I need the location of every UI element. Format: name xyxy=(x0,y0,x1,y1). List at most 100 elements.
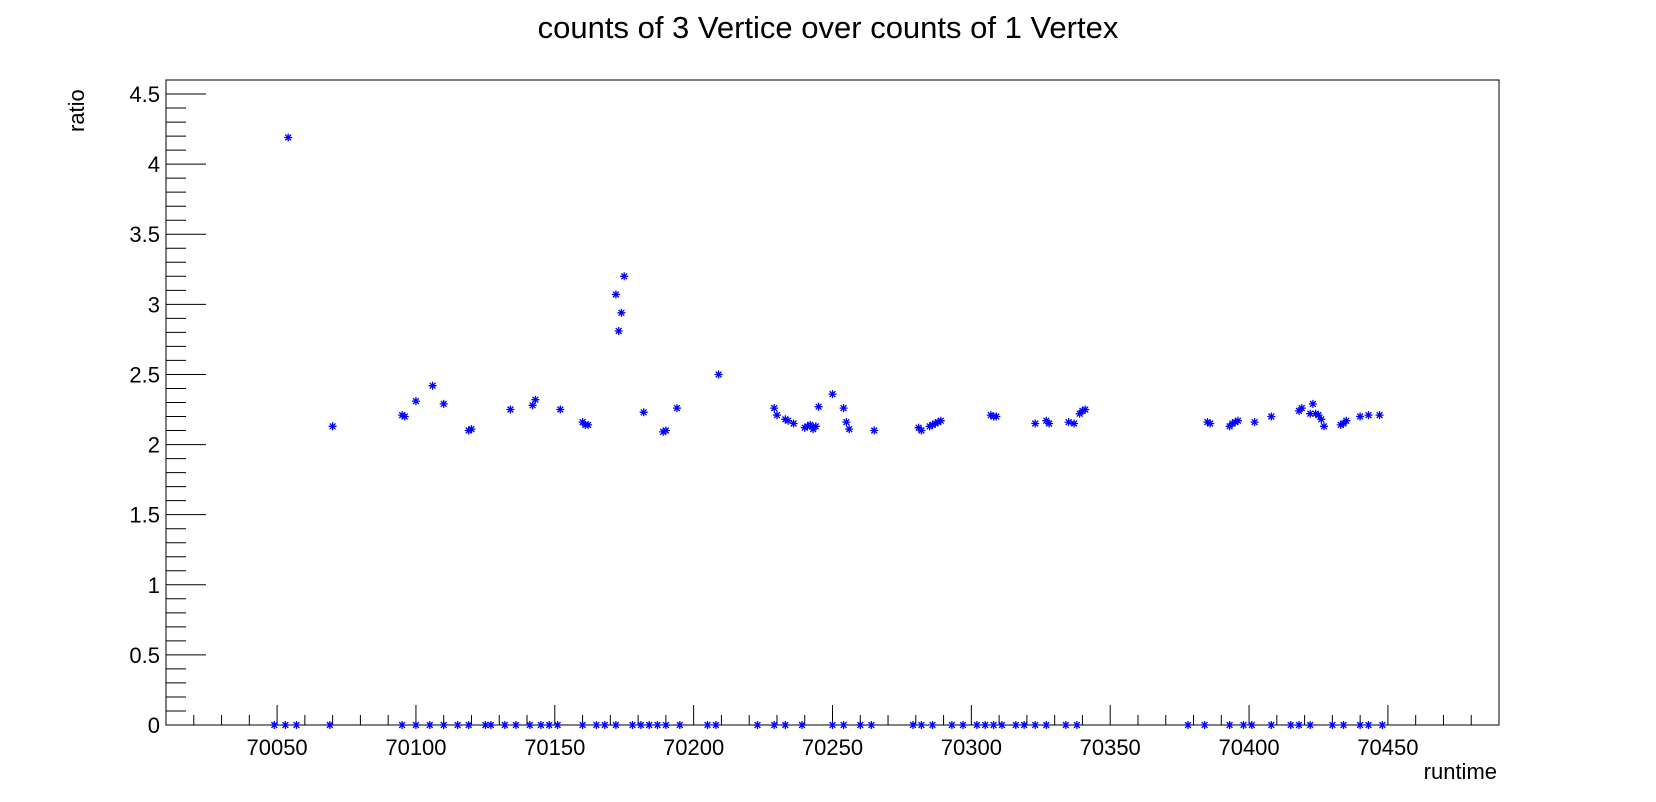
data-point xyxy=(798,721,806,729)
data-point xyxy=(800,423,809,432)
y-tick-label: 4.5 xyxy=(129,82,160,107)
data-point xyxy=(870,426,879,435)
data-point xyxy=(1375,411,1384,420)
data-point xyxy=(1328,721,1337,729)
data-point xyxy=(281,721,290,729)
data-point xyxy=(328,422,337,431)
data-point xyxy=(1031,721,1040,729)
data-point xyxy=(1234,416,1242,425)
y-tick-label: 2 xyxy=(148,433,160,458)
data-point xyxy=(1206,419,1215,428)
data-point xyxy=(1356,721,1365,729)
data-point xyxy=(814,402,823,411)
data-point xyxy=(1364,411,1373,420)
data-point xyxy=(673,404,681,413)
data-point xyxy=(931,419,940,428)
data-point xyxy=(1311,409,1320,418)
data-point xyxy=(928,420,937,429)
data-point xyxy=(528,401,537,410)
x-tick-label: 70250 xyxy=(802,735,863,760)
data-point xyxy=(909,721,917,729)
data-point xyxy=(1286,721,1295,729)
x-tick-label: 70350 xyxy=(1080,735,1141,760)
data-point xyxy=(325,721,334,729)
data-point xyxy=(661,721,670,729)
data-point xyxy=(453,721,462,729)
data-point xyxy=(536,721,545,729)
data-point xyxy=(411,721,420,729)
y-tick-label: 3 xyxy=(148,292,160,317)
y-axis: 0 0.5 1 1.5 2 2.5 3 3.5 4 4.5 xyxy=(129,79,206,738)
data-point xyxy=(1078,406,1087,415)
data-point xyxy=(1250,418,1259,427)
data-point xyxy=(439,399,448,408)
data-point xyxy=(486,721,495,729)
x-axis-label: runtime xyxy=(1424,759,1497,784)
data-point xyxy=(467,425,476,434)
chart-title: counts of 3 Vertice over counts of 1 Ver… xyxy=(538,10,1119,45)
x-axis: 70050 70100 70150 70200 70250 70300 70350 70400… xyxy=(193,705,1472,760)
data-point xyxy=(1203,418,1212,427)
data-point xyxy=(959,721,967,729)
data-point xyxy=(981,721,990,729)
data-point xyxy=(781,415,790,424)
data-point xyxy=(425,721,434,729)
data-point xyxy=(1061,721,1070,729)
data-point xyxy=(828,721,837,729)
data-point xyxy=(989,721,998,729)
data-point xyxy=(645,721,654,729)
data-point xyxy=(1317,415,1326,424)
x-tick-label: 70300 xyxy=(941,735,1002,760)
data-point xyxy=(398,721,407,729)
data-point xyxy=(1306,409,1315,418)
data-point xyxy=(659,427,668,436)
data-point xyxy=(828,390,837,399)
data-point xyxy=(578,721,587,729)
data-point xyxy=(1042,721,1051,729)
y-tick-label: 2.5 xyxy=(129,362,160,387)
x-tick-label: 70150 xyxy=(524,735,585,760)
y-axis-label: ratio xyxy=(64,89,89,132)
plot-area: 70050 70100 70150 70200 70250 70300 70350 70400… xyxy=(129,79,1500,760)
data-point xyxy=(545,721,554,729)
data-point xyxy=(781,721,790,729)
data-point xyxy=(592,721,601,729)
data-point xyxy=(992,412,1001,421)
data-point xyxy=(464,426,473,435)
data-point xyxy=(811,422,820,431)
data-point xyxy=(628,721,637,729)
data-point xyxy=(553,721,562,729)
data-point xyxy=(284,133,293,142)
data-point xyxy=(639,408,648,417)
data-point xyxy=(556,405,565,414)
data-point xyxy=(506,405,515,414)
data-point xyxy=(398,411,407,420)
x-tick-label: 70100 xyxy=(385,735,446,760)
data-point xyxy=(1297,404,1306,413)
data-point xyxy=(617,308,626,317)
data-point xyxy=(620,272,629,281)
data-point xyxy=(1228,419,1237,428)
data-point xyxy=(928,721,937,729)
data-point xyxy=(1364,721,1373,729)
data-point xyxy=(803,422,812,431)
data-point xyxy=(1267,721,1276,729)
data-point xyxy=(839,404,848,413)
data-point xyxy=(661,426,670,435)
data-point xyxy=(934,418,942,427)
x-tick-label: 70050 xyxy=(246,735,307,760)
data-point xyxy=(842,418,851,427)
y-tick-label: 0 xyxy=(148,713,160,738)
plot-frame xyxy=(165,79,1500,726)
data-point xyxy=(1336,420,1345,429)
data-point xyxy=(500,721,509,729)
y-tick-label: 0.5 xyxy=(129,643,160,668)
data-point xyxy=(270,721,279,729)
data-point xyxy=(1247,721,1256,729)
data-point xyxy=(936,416,945,425)
data-point xyxy=(1314,411,1323,420)
data-point xyxy=(1072,721,1081,729)
data-point xyxy=(1200,721,1209,729)
data-point xyxy=(511,721,520,729)
